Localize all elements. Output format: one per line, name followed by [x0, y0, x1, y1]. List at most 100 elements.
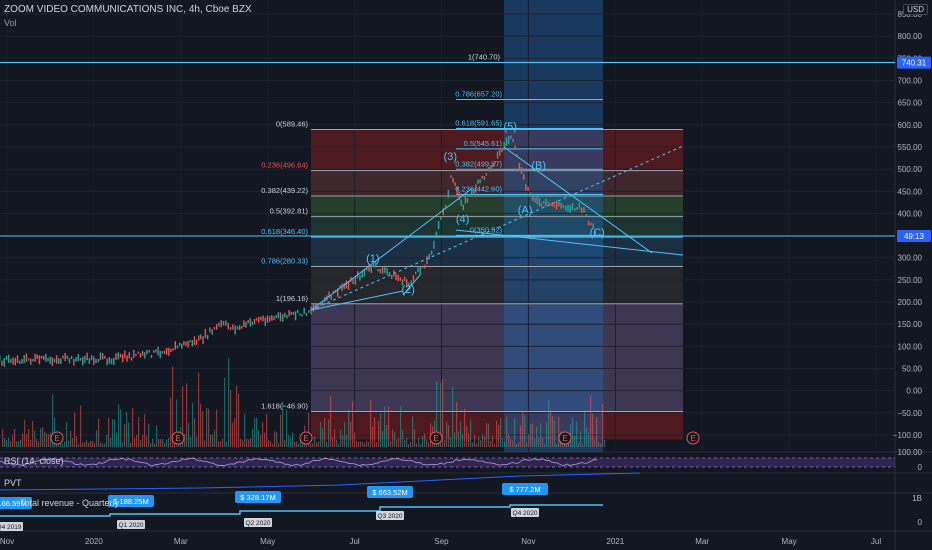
revenue-value-badge[interactable] — [367, 486, 413, 498]
earnings-marker[interactable] — [686, 431, 700, 445]
volume-bar — [220, 441, 222, 447]
fib-level-label: 1(196.16) — [276, 294, 309, 303]
volume-bar — [170, 397, 172, 447]
earnings-marker[interactable] — [429, 431, 443, 445]
volume-bar — [416, 443, 418, 447]
candle — [88, 358, 91, 364]
revenue-value-badge[interactable] — [502, 483, 548, 495]
volume-bar — [568, 442, 570, 447]
volume-bar — [20, 439, 22, 447]
candle — [395, 273, 397, 281]
volume-bar — [598, 442, 600, 447]
currency-badge[interactable]: USD — [903, 4, 928, 15]
y-tick-label: −50.00 — [897, 409, 922, 418]
candle — [308, 310, 310, 313]
y-tick-label: 650.00 — [898, 99, 923, 108]
earnings-marker[interactable] — [50, 431, 64, 445]
price-tag — [897, 56, 931, 69]
volume-bar — [314, 436, 316, 447]
candle — [97, 358, 99, 363]
candle — [452, 177, 454, 183]
candle — [473, 189, 475, 195]
volume-bar — [284, 440, 286, 447]
volume-bar — [280, 414, 282, 447]
candle — [460, 199, 462, 206]
earnings-marker[interactable] — [558, 431, 572, 445]
volume-bar — [392, 429, 394, 447]
candle — [527, 186, 529, 192]
volume-bar — [30, 439, 32, 447]
earnings-marker[interactable] — [171, 431, 185, 445]
volume-bar — [588, 432, 590, 447]
volume-bar — [126, 411, 128, 447]
candle — [47, 358, 49, 362]
candle — [594, 231, 597, 234]
volume-bar — [356, 441, 358, 447]
revenue-value-badge[interactable] — [235, 491, 281, 503]
volume-bar — [454, 432, 456, 447]
volume-bar — [32, 421, 34, 447]
volume-bar — [550, 409, 552, 447]
volume-bar — [428, 442, 430, 447]
volume-bar — [478, 436, 480, 447]
volume-bar — [40, 428, 42, 447]
candle — [345, 280, 348, 289]
elliott-wave-label: (1) — [366, 253, 379, 265]
rsi-tick: 0 — [918, 463, 923, 472]
volume-bar — [574, 435, 576, 447]
candle — [540, 203, 543, 207]
revenue-value-badge[interactable] — [108, 495, 154, 507]
volume-bar — [390, 440, 392, 447]
candle — [236, 326, 239, 330]
volume-bar — [230, 390, 232, 447]
volume-bar — [506, 416, 508, 447]
volume-bar — [184, 433, 186, 447]
fib-zone — [311, 303, 683, 412]
candle — [512, 138, 514, 143]
volume-bar — [508, 433, 510, 447]
candle — [51, 357, 53, 367]
candle — [124, 350, 126, 359]
volume-bar — [360, 441, 362, 447]
candle — [553, 204, 556, 208]
volume-bar — [216, 409, 218, 447]
volume-bar — [362, 442, 364, 447]
candle — [73, 358, 75, 366]
fib-level-label: 0.5(392.81) — [270, 207, 309, 216]
revenue-value-label: $ 777.2M — [509, 485, 540, 494]
candle — [60, 358, 62, 364]
candle — [5, 356, 8, 360]
volume-bar — [80, 405, 82, 447]
candle — [417, 267, 419, 272]
candle — [258, 316, 260, 323]
revenue-value-badge[interactable] — [0, 497, 32, 509]
candle — [58, 357, 60, 364]
volume-bar — [92, 441, 94, 447]
volume-bar — [410, 441, 412, 447]
volume-bar — [28, 429, 30, 447]
volume-bar — [544, 443, 546, 447]
volume-bar — [144, 414, 146, 447]
candle — [206, 334, 209, 340]
volume-bar — [586, 427, 588, 447]
volume-bar — [94, 443, 96, 447]
candle — [225, 320, 227, 326]
candle — [370, 265, 372, 273]
volume-bar — [208, 408, 210, 447]
volume-bar — [332, 437, 334, 447]
volume-bar — [224, 377, 226, 447]
candle — [75, 357, 77, 362]
candle — [126, 355, 128, 362]
volume-bar — [552, 416, 554, 447]
volume-bar — [308, 412, 310, 447]
volume-bar — [34, 430, 36, 447]
candle — [531, 196, 534, 201]
volume-bar — [248, 439, 250, 447]
candle — [243, 320, 245, 327]
volume-bar — [10, 441, 12, 447]
volume-bar — [102, 443, 104, 447]
earnings-marker[interactable] — [299, 431, 313, 445]
volume-bar — [140, 440, 142, 447]
candle — [117, 352, 119, 360]
